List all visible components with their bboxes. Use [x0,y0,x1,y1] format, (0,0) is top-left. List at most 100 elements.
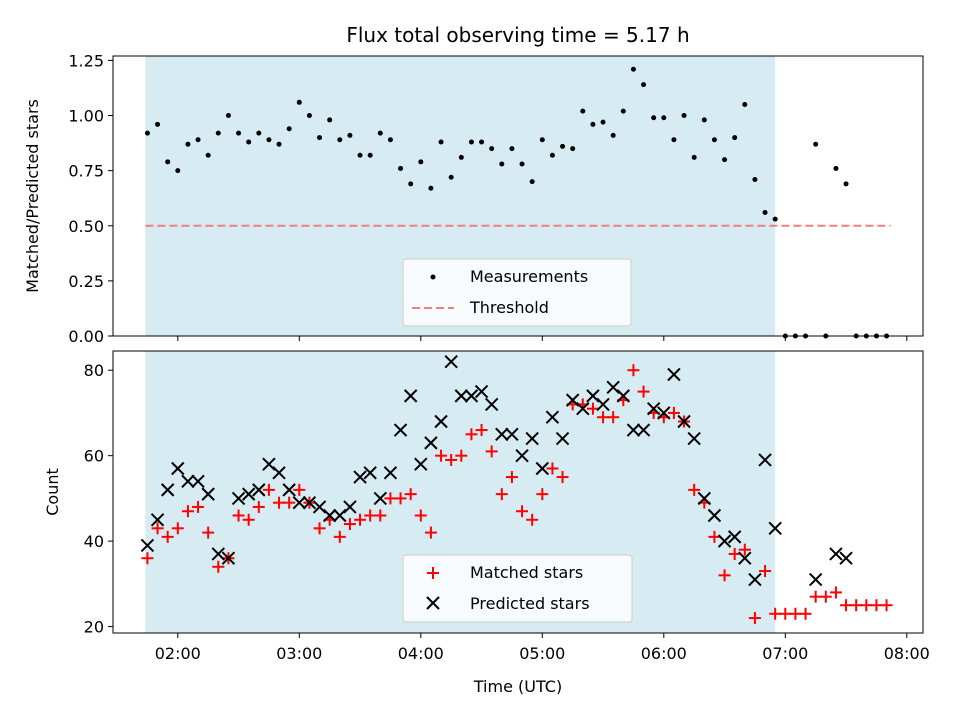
matched-star-point [779,607,792,620]
predicted-star-point [677,414,691,429]
measurement-point [367,152,373,158]
predicted-star-point [383,466,398,480]
ratio-axes-frame [112,55,924,337]
measurement-point [144,130,150,136]
predicted-star-point [515,448,529,463]
predicted-star-point [697,491,712,506]
matched-star-point [151,522,164,535]
measurement-point [610,132,616,138]
measurement-point [752,176,758,182]
matched-star-point [829,586,842,599]
measurement-point [833,165,839,171]
predicted-star-point [555,431,570,446]
measurement-point [813,141,819,147]
predicted-star-point [424,436,438,450]
matched-star-point [414,509,427,522]
measurement-point [215,130,221,136]
matched-star-point [465,428,478,441]
predicted-star-point [596,397,610,412]
ratio-legend: Measurements Threshold [402,258,632,327]
matched-star-point [607,411,620,424]
measurement-point [742,102,748,108]
measurement-point [570,146,576,152]
predicted-star-point [312,500,327,514]
predicted-star-point [414,457,428,471]
matched-star-point [364,509,377,522]
legend-predicted-marker [426,596,440,610]
counts-legend: Matched stars Predicted stars [402,554,633,623]
matched-star-point [637,385,650,398]
matched-star-point [333,530,346,543]
x-tick-label: 05:00 [519,644,565,663]
matched-star-point [688,483,701,496]
measurement-point [387,137,393,143]
measurement-points [144,66,890,339]
measurement-point [479,139,485,145]
predicted-star-point [606,380,620,395]
x-tick-label: 06:00 [641,644,687,663]
matched-star-point [718,569,731,582]
measurement-point [256,130,262,136]
measurement-point [519,161,525,167]
predicted-star-point [181,474,195,489]
predicted-star-point [535,461,550,476]
x-tick-label: 08:00 [884,644,930,663]
measurement-point [509,146,515,152]
predicted-star-point [667,367,681,382]
matched-star-point [273,496,286,509]
ratio-x-ticks [177,336,908,341]
measurement-point [468,139,474,145]
measurement-point [448,174,454,180]
matched-star-point [212,560,225,573]
predicted-star-point [282,483,296,497]
x-tick-label: 04:00 [398,644,444,663]
matched-star-point [789,607,802,620]
x-tick-label: 02:00 [155,644,201,663]
matched-star-point [192,500,205,513]
matched-star-point [536,488,549,501]
predicted-star-point [545,410,560,424]
y-tick-label: 60 [84,447,104,466]
predicted-star-point [363,466,377,480]
predicted-star-point [454,389,469,403]
predicted-star-point [343,500,357,514]
predicted-star-point [727,530,742,544]
measurement-point [175,168,181,174]
predicted-star-point [393,423,408,437]
predicted-star-point [484,397,499,412]
measurement-point [539,137,545,143]
measurement-point [772,216,778,222]
measurement-point [246,139,252,145]
measurement-point [458,154,464,160]
predicted-star-point [808,572,823,587]
measurement-point [438,139,444,145]
matched-star-point [475,424,488,437]
predicted-star-point [444,354,458,369]
matched-star-point [880,599,893,612]
counts-x-ticks: 02:00 03:00 04:00 05:00 06:00 07:00 08:00 [155,633,930,663]
matched-star-point [485,445,498,458]
legend-measurements-marker [430,274,436,280]
matched-star-point [759,565,772,578]
measurement-point [347,132,353,138]
predicted-star-point [221,551,236,565]
matched-star-point [769,607,782,620]
matched-star-point [313,522,326,535]
measurement-point [165,159,171,165]
predicted-star-point [272,466,286,480]
matched-star-point [860,599,873,612]
legend-threshold-label: Threshold [469,298,549,317]
predicted-star-point [768,521,782,536]
predicted-star-point [333,508,347,523]
matched-star-point [597,411,610,424]
matched-star-point [556,471,569,484]
measurement-point [732,135,738,141]
measurement-point [195,137,201,143]
measurement-point [722,157,728,163]
measurement-point [529,179,535,185]
predicted-star-point [201,487,215,501]
y-tick-label: 20 [84,618,104,637]
predicted-star-point [646,401,661,416]
matched-star-point [161,530,174,543]
